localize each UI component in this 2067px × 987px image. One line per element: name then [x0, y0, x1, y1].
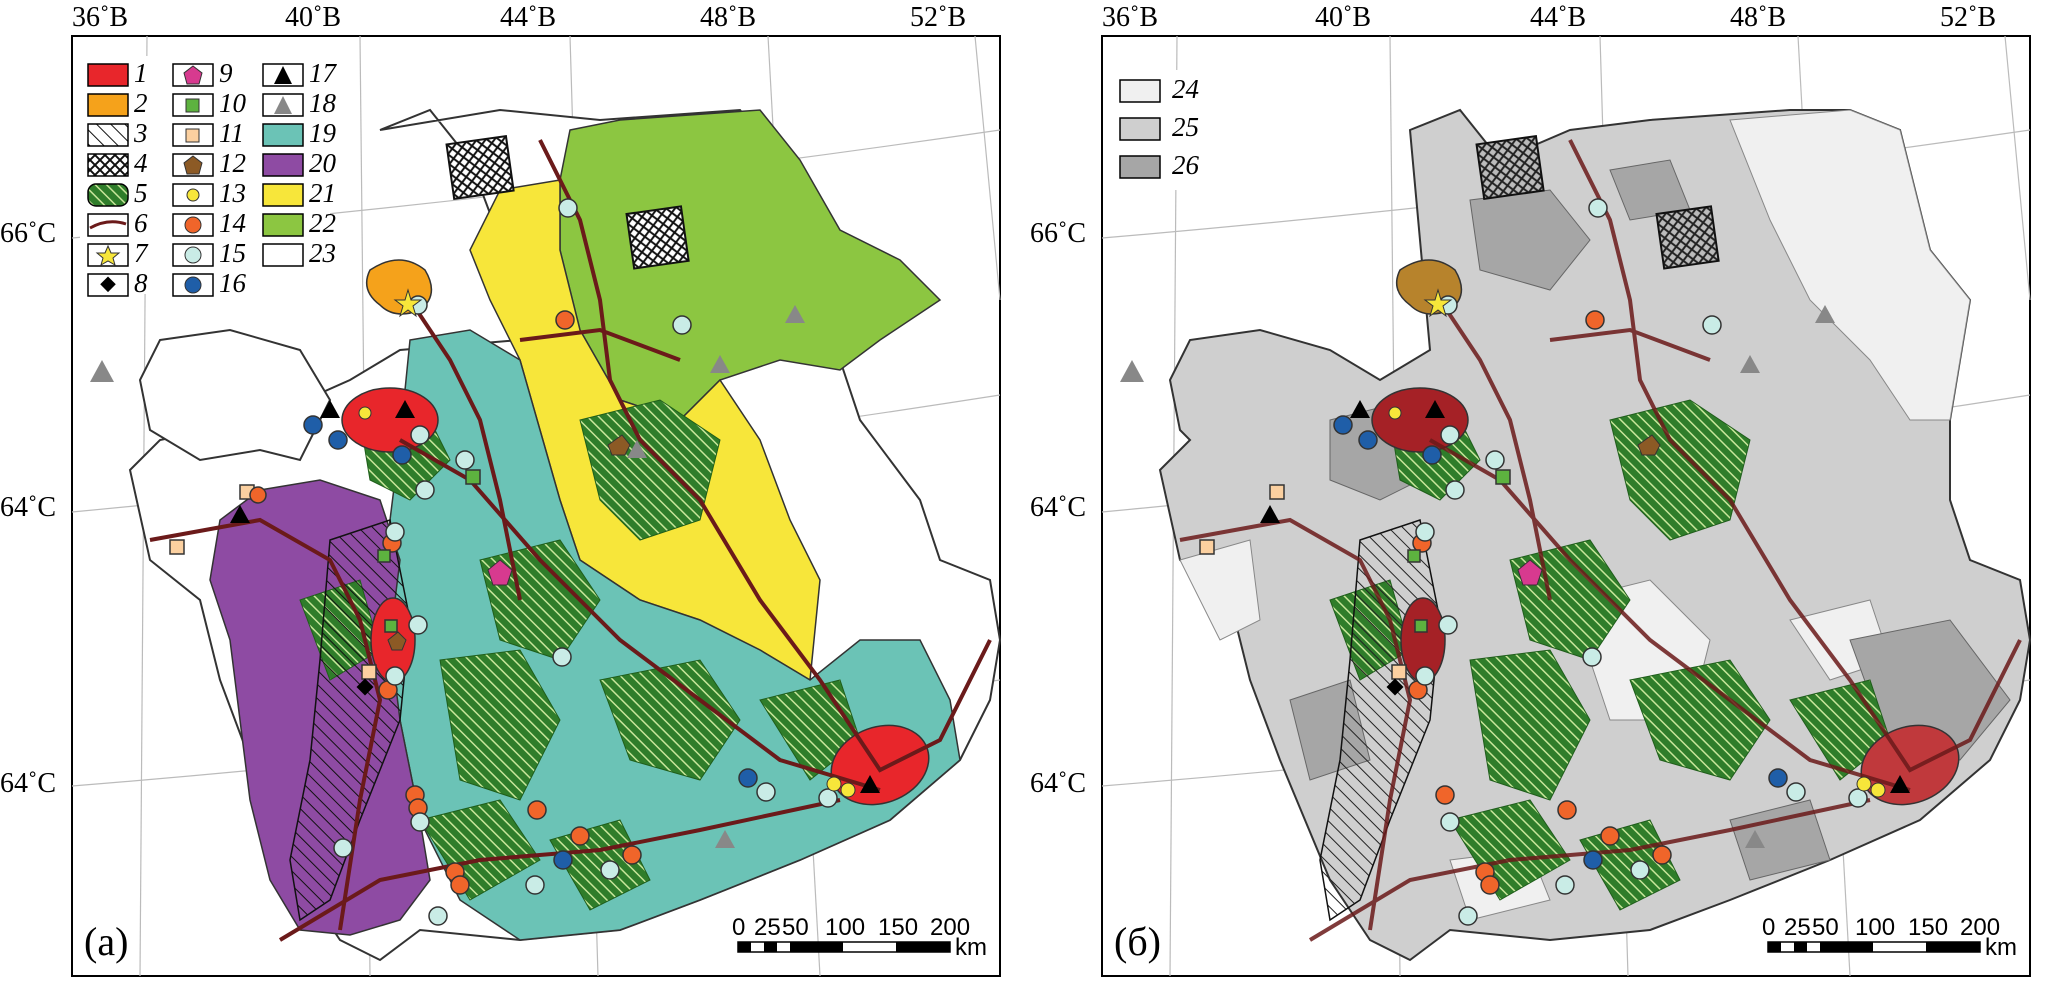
lon-label-36: 36˚В [72, 2, 128, 33]
scale-tick: 100 [825, 914, 866, 941]
lon-label-52: 52˚В [910, 2, 966, 33]
legend-symbols-col3 [262, 63, 304, 267]
map-b-canvas [1101, 35, 2032, 977]
legend-num: 12 [219, 148, 246, 178]
legend-num: 24 [1172, 74, 1199, 104]
scale-tick: 25 [754, 914, 781, 941]
lon-label-44: 44˚В [500, 2, 556, 33]
legend-num: 10 [219, 88, 246, 118]
legend-symbols-col1 [87, 63, 129, 297]
map-panel-b: 36˚В 40˚В 44˚В 48˚В 52˚В 66˚С 64˚С 64˚С … [1030, 0, 2040, 987]
scale-tick: 0 [732, 914, 746, 941]
scale-tick: 0 [1762, 914, 1776, 941]
scale-unit: km [955, 934, 987, 961]
lon-label-40: 40˚В [285, 2, 341, 33]
legend-num: 2 [134, 88, 148, 118]
lat-label-64b: 64˚С [1030, 768, 1086, 799]
scale-tick: 50 [782, 914, 809, 941]
point-symbols [1120, 198, 1910, 926]
lon-label-40: 40˚В [1315, 2, 1371, 33]
legend-num: 7 [134, 238, 148, 268]
crosshatch-area-north [1475, 134, 1545, 201]
legend-num: 15 [219, 238, 246, 268]
scale-tick: 50 [1812, 914, 1839, 941]
legend-num: 9 [219, 58, 233, 88]
legend-num: 22 [309, 208, 336, 238]
lat-label-66: 66˚С [1030, 218, 1086, 249]
lon-label-52: 52˚В [1940, 2, 1996, 33]
legend-num: 20 [309, 148, 336, 178]
crosshatch-area-east [625, 205, 690, 270]
legend-num: 11 [219, 118, 244, 148]
legend-symbols-col2 [172, 63, 214, 297]
crosshatch-area-east [1655, 205, 1720, 270]
legend-num: 19 [309, 118, 336, 148]
lon-label-48: 48˚В [700, 2, 756, 33]
scale-bar-b [1767, 941, 1981, 953]
lon-label-36: 36˚В [1102, 2, 1158, 33]
legend-num: 14 [219, 208, 246, 238]
lat-label-64a: 64˚С [0, 492, 56, 523]
legend-num: 6 [134, 208, 148, 238]
roads [1179, 139, 2022, 942]
crosshatch-area-north [445, 134, 515, 201]
lon-label-48: 48˚В [1730, 2, 1786, 33]
lat-label-66: 66˚С [0, 218, 56, 249]
legend-num: 4 [134, 148, 148, 178]
panel-letter-b: (б) [1114, 919, 1161, 964]
legend-num: 17 [309, 58, 336, 88]
scale-tick: 200 [930, 914, 971, 941]
lat-label-64a: 64˚С [1030, 492, 1086, 523]
lat-label-64b: 64˚С [0, 768, 56, 799]
legend-num: 21 [309, 178, 336, 208]
map-panel-a: 36˚В 40˚В 44˚В 48˚В 52˚В 66˚С 64˚С 64˚С … [0, 0, 1010, 987]
scale-tick: 200 [1960, 914, 2001, 941]
panel-letter-a: (а) [84, 919, 129, 964]
legend-num: 3 [134, 118, 148, 148]
legend-num: 1 [134, 58, 148, 88]
legend-num: 26 [1172, 150, 1199, 180]
legend-num: 23 [309, 238, 336, 268]
gray-region-26 [1289, 159, 2011, 881]
scale-tick: 150 [878, 914, 919, 941]
point-symbols [90, 198, 880, 926]
region-peninsula [138, 328, 332, 462]
scale-unit: km [1985, 934, 2017, 961]
scale-tick: 150 [1908, 914, 1949, 941]
legend-num: 16 [219, 268, 246, 298]
legend-num: 18 [309, 88, 336, 118]
lon-label-44: 44˚В [1530, 2, 1586, 33]
scale-tick: 25 [1784, 914, 1811, 941]
map-a-canvas [71, 35, 1002, 977]
legend-num: 13 [219, 178, 246, 208]
scale-bar-a [737, 941, 951, 953]
legend-num: 5 [134, 178, 148, 208]
legend-symbols-b [1119, 79, 1161, 179]
legend-num: 25 [1172, 112, 1199, 142]
legend-num: 8 [134, 268, 148, 298]
scale-tick: 100 [1855, 914, 1896, 941]
